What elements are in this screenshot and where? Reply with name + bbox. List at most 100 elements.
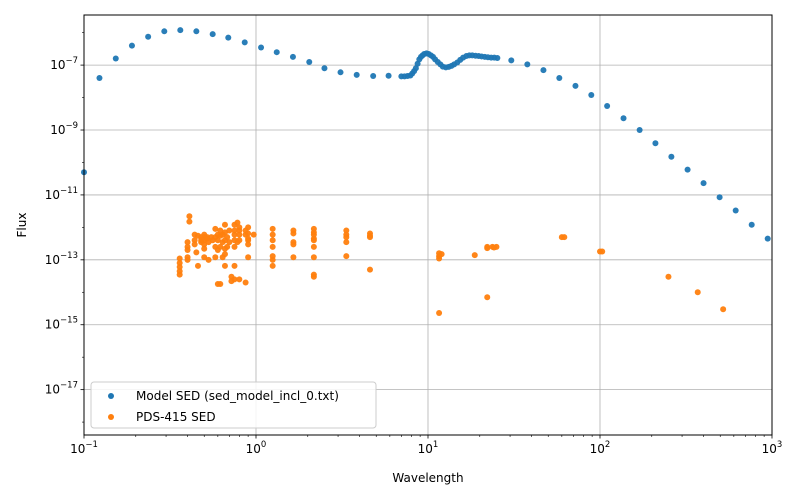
pds-415-sed-point [599,248,606,255]
pds-415-sed-point [436,309,443,316]
y-axis-label: Flux [15,213,29,238]
model-sed-point [588,91,595,98]
pds-415-sed-point [186,213,193,220]
model-sed-point [764,235,771,242]
pds-415-sed-point [694,289,701,296]
model-sed-point [128,42,135,49]
pds-415-sed-point [184,247,191,254]
model-sed-point [636,127,643,134]
plot-area [81,14,773,436]
pds-415-sed-point [250,231,257,238]
pds-415-sed-point [493,243,500,250]
pds-415-sed-point [231,276,238,283]
pds-415-sed-point [269,243,276,250]
legend-marker-pds-415-sed [108,414,114,420]
legend-label-pds-415-sed: PDS-415 SED [136,410,216,424]
model-sed-point [209,31,216,38]
legend-marker-model-sed [108,393,114,399]
pds-415-sed-point [290,254,297,261]
model-sed-point [112,55,119,62]
pds-415-sed-point [217,280,224,287]
pds-415-sed-point [290,230,297,237]
model-sed-point [748,221,755,228]
pds-415-sed-point [269,262,276,269]
pds-415-sed-point [269,237,276,244]
x-tick-label: 10−1 [70,440,98,456]
pds-415-sed-point [193,249,200,256]
x-tick-label-exponent: 0 [261,440,266,450]
model-sed-point [508,57,515,64]
pds-415-sed-point [224,234,231,241]
pds-415-sed-point [343,234,350,241]
pds-415-sed-point [310,243,317,250]
y-tick-label-base: 10 [50,123,65,137]
pds-415-sed-point [201,245,208,252]
series-model-sed [81,27,771,242]
model-sed-point [177,27,184,34]
pds-415-sed-point [224,243,231,250]
y-tick-label-exponent: −11 [60,186,78,196]
pds-415-sed-point [310,237,317,244]
model-sed-point [321,65,328,72]
model-sed-point [161,28,168,35]
model-sed-point [684,166,691,173]
pds-415-sed-point [720,306,727,313]
pds-415-sed-point [310,254,317,261]
model-sed-point [572,82,579,89]
model-sed-point [96,75,103,82]
pds-415-sed-point [226,239,233,246]
x-tick-label: 101 [418,440,439,456]
model-sed-point [620,115,627,122]
model-sed-point [370,73,377,80]
model-sed-point [306,58,313,65]
y-tick-label-base: 10 [45,318,60,332]
y-tick-label-base: 10 [50,58,65,72]
pds-415-sed-point [186,218,193,225]
y-tick-label: 10−17 [45,381,78,397]
x-tick-label-exponent: 3 [777,440,782,450]
x-tick-label-exponent: 1 [433,440,438,450]
x-tick-label-base: 10 [418,442,433,456]
y-tick-label-base: 10 [45,253,60,267]
pds-415-sed-point [231,262,238,269]
x-tick-label-base: 10 [70,442,85,456]
pds-415-sed-point [471,252,478,259]
pds-415-sed-point [231,243,238,250]
model-sed-point [668,153,675,160]
y-tick-label-exponent: −17 [60,381,78,391]
pds-415-sed-point [214,237,221,244]
pds-415-sed-point [242,279,249,286]
y-tick-label: 10−13 [45,251,78,267]
y-tick-label-exponent: −13 [60,251,78,261]
pds-415-sed-point [310,273,317,280]
model-sed-point [652,140,659,147]
pds-415-sed-point [221,262,228,269]
series-pds-415-sed [176,213,727,316]
pds-415-sed-point [236,231,243,238]
model-sed-point [700,180,707,187]
pds-415-sed-point [221,251,228,258]
pds-415-sed-point [231,231,238,238]
x-tick-label: 103 [762,440,783,456]
pds-415-sed-point [290,241,297,248]
legend-label-model-sed: Model SED (sed_model_incl_0.txt) [136,389,339,403]
model-sed-point [540,67,547,74]
pds-415-sed-point [226,227,233,234]
model-sed-point [289,53,296,60]
pds-415-sed-point [269,256,276,263]
model-sed-point [337,69,344,76]
pds-415-sed-point [561,234,568,241]
pds-415-sed-point [176,271,183,278]
y-tick-label: 10−9 [50,121,78,137]
pds-415-sed-point [201,254,208,261]
model-sed-point [494,55,501,62]
pds-415-sed-point [343,253,350,260]
pds-415-sed-point [245,254,252,261]
x-axis-label: Wavelength [392,471,463,485]
pds-415-sed-point [217,243,224,250]
pds-415-sed-point [484,294,491,301]
pds-415-sed-point [438,251,445,258]
x-tick-label: 100 [246,440,267,456]
